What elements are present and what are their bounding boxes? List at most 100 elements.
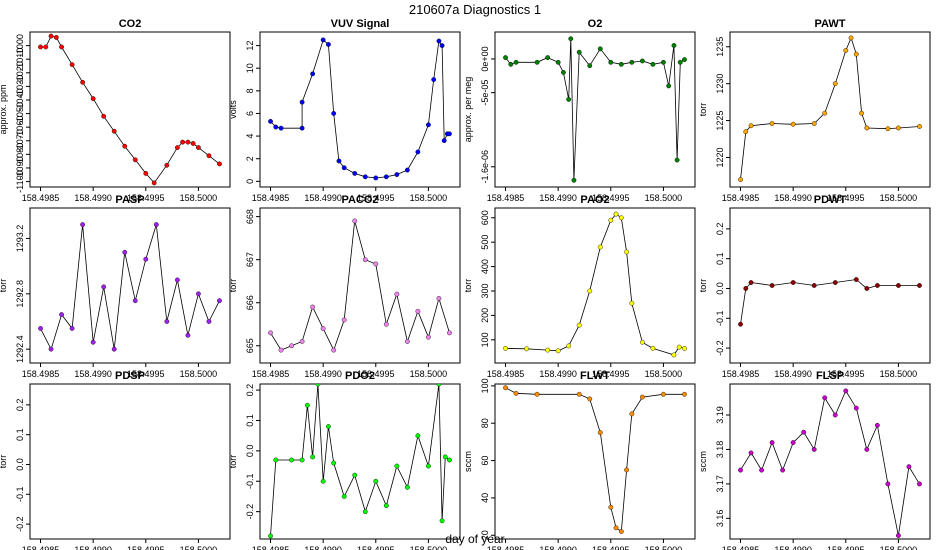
y-tick-label: 8 [245, 88, 255, 93]
data-point [336, 158, 342, 164]
data-point [513, 59, 519, 65]
data-point [917, 124, 922, 129]
figure-title: 210607a Diagnostics 1 [409, 2, 541, 17]
data-point [38, 326, 43, 331]
data-point [629, 300, 635, 306]
data-point [180, 139, 186, 145]
series-line [740, 36, 920, 180]
data-point [874, 283, 880, 288]
data-point [111, 128, 117, 134]
data-point [426, 334, 431, 340]
data-point [431, 77, 437, 82]
data-point [885, 481, 891, 487]
data-point [748, 123, 754, 129]
data-point [320, 326, 326, 331]
y-tick-label: -1100 [15, 170, 25, 192]
data-point [447, 330, 452, 336]
y-tick-label: 666 [245, 295, 255, 310]
data-point [671, 352, 677, 358]
y-tick-label: -0.2 [245, 504, 255, 520]
data-point [587, 396, 593, 402]
data-point [38, 44, 43, 50]
panel-pao2: PAO2 158.4985 158.4990 158.4995 158.5000 100 2… [463, 194, 696, 379]
data-point [566, 96, 572, 102]
data-point [362, 509, 368, 515]
data-point [268, 533, 273, 539]
x-tick-label: 158.4990 [539, 369, 577, 379]
data-point [566, 343, 572, 349]
data-point [101, 113, 107, 119]
data-point [748, 280, 754, 285]
x-tick-label: 158.5000 [410, 369, 448, 379]
data-point [101, 284, 107, 290]
data-point [132, 157, 138, 163]
data-point [508, 61, 514, 67]
data-point [53, 35, 59, 40]
data-point [661, 59, 666, 65]
y-tick-label: -1010 [15, 48, 25, 71]
data-point [299, 457, 305, 463]
data-point [571, 177, 577, 183]
data-point [843, 388, 849, 394]
series-line [270, 384, 450, 537]
data-point [629, 411, 635, 417]
data-point [780, 467, 786, 473]
data-point [748, 450, 754, 456]
y-tick-label: 1292.8 [15, 280, 25, 308]
data-point [896, 283, 901, 288]
x-tick-label: 158.4995 [127, 193, 165, 203]
y-tick-label: -1080 [15, 143, 25, 166]
data-point [613, 211, 619, 217]
panel-title: PDWT [814, 194, 847, 206]
data-point [341, 494, 347, 499]
data-point [743, 286, 749, 291]
data-point [196, 145, 201, 150]
data-point [415, 308, 421, 314]
data-point [503, 385, 508, 391]
data-point [341, 317, 347, 323]
data-point [69, 326, 75, 331]
data-point [383, 503, 389, 508]
data-point [331, 347, 337, 353]
series [738, 277, 922, 327]
y-axis-label: torr [228, 279, 238, 293]
y-tick-label: -0.1 [715, 311, 725, 327]
data-point [174, 145, 180, 150]
x-tick-label: 158.4995 [827, 545, 865, 550]
x-tick-label: 158.4985 [722, 369, 760, 379]
data-point [206, 319, 212, 324]
data-point [436, 296, 442, 301]
y-tick-label: -5e-05 [480, 80, 490, 106]
y-tick-label: 0 [245, 179, 255, 184]
data-point [608, 504, 614, 510]
y-tick-label: -1.6e-06 [480, 150, 490, 184]
data-point [326, 424, 331, 429]
data-point [426, 463, 431, 469]
data-point [524, 346, 529, 352]
data-point [394, 291, 400, 297]
y-tick-label: 2 [245, 156, 255, 161]
x-tick-label: 158.4985 [722, 545, 760, 550]
series [503, 385, 687, 534]
y-axis-label: approx. ppm [0, 84, 8, 134]
x-tick-label: 158.4990 [774, 545, 812, 550]
y-tick-label: 0.2 [715, 223, 725, 236]
data-point [639, 339, 645, 345]
data-point [447, 457, 452, 463]
x-tick-label: 158.4985 [22, 369, 60, 379]
y-tick-label: -1070 [15, 129, 25, 152]
y-axis-label: torr [698, 279, 708, 293]
y-tick-label: 0.2 [245, 384, 255, 397]
series-line [270, 220, 450, 352]
data-point [383, 321, 389, 327]
x-tick-label: 158.5000 [180, 545, 218, 550]
y-tick-label: -1060 [15, 116, 25, 139]
y-axis-label: approx. per meg [463, 77, 473, 143]
x-tick-label: 158.5000 [880, 193, 918, 203]
x-tick-label: 158.4995 [592, 369, 630, 379]
x-tick-label: 158.4985 [252, 193, 290, 203]
data-point [122, 249, 128, 255]
data-point [738, 467, 743, 473]
series [268, 37, 452, 181]
data-point [769, 283, 775, 288]
